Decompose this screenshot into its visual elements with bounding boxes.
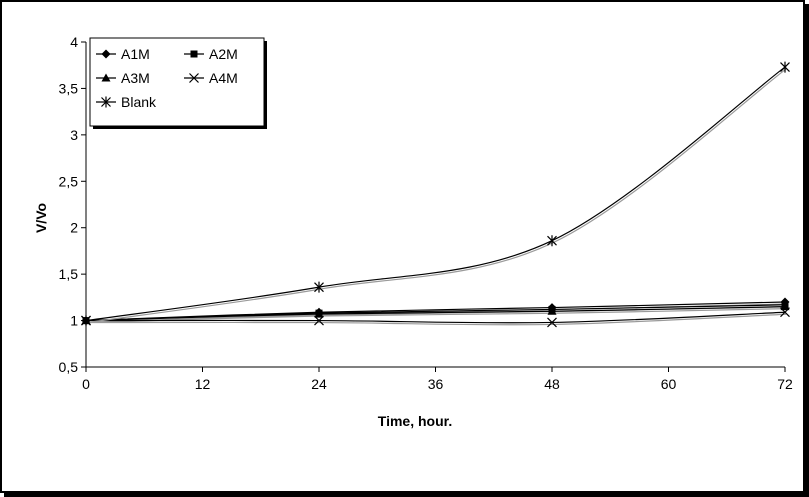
legend-item-blank: Blank	[96, 94, 157, 110]
triangle-marker-shape	[780, 302, 790, 311]
legend-box	[89, 37, 265, 127]
data-point-a3m	[780, 302, 790, 311]
data-point-a4m	[314, 315, 324, 326]
series-markers	[81, 61, 790, 328]
data-point-blank	[547, 235, 557, 247]
legend-marker-a4m	[189, 73, 199, 83]
legend-label-a3m: A3M	[121, 70, 150, 86]
diamond-marker-shape	[101, 49, 111, 59]
legend-item-a2m: A2M	[184, 46, 238, 62]
y-tick-label: 3,5	[59, 80, 79, 96]
legend-label-a1m: A1M	[121, 46, 150, 62]
series-line-shadow-a3m	[86, 308, 787, 324]
x-tick-label: 24	[311, 376, 327, 392]
x-tick-label: 60	[661, 376, 677, 392]
star-marker-shape	[101, 96, 111, 108]
legend-marker-a1m	[101, 49, 111, 59]
data-point-a4m	[780, 307, 790, 318]
data-point-blank	[314, 281, 324, 293]
x-marker-shape	[547, 317, 557, 328]
series-line-shadow-blank	[86, 68, 787, 324]
triangle-marker-shape	[101, 73, 111, 82]
x-tick-label: 12	[195, 376, 211, 392]
legend-label-a4m: A4M	[209, 70, 238, 86]
series-line-a3m	[85, 306, 786, 322]
y-axis-title: V/Vo	[33, 203, 49, 233]
triangle-marker-shape	[314, 309, 324, 318]
legend-label-blank: Blank	[121, 94, 157, 110]
legend-marker-blank	[101, 96, 111, 108]
y-tick-label: 3	[70, 127, 78, 143]
x-tick-label: 0	[82, 376, 90, 392]
x-tick-label: 48	[544, 376, 560, 392]
legend-item-a1m: A1M	[96, 46, 150, 62]
legend-marker-a3m	[101, 73, 111, 82]
data-point-a4m	[547, 317, 557, 328]
x-marker-shape	[189, 73, 199, 83]
y-tick-label: 4	[70, 34, 78, 50]
x-tick-label: 36	[428, 376, 444, 392]
x-marker-shape	[314, 315, 324, 326]
legend-marker-a2m	[190, 50, 198, 58]
legend-label-a2m: A2M	[209, 46, 238, 62]
legend-item-a4m: A4M	[184, 70, 238, 86]
axes: 0,5 1 1,5 2 2,5 3 3,5 4 0 12 24 36 48 60 72	[59, 34, 793, 392]
y-tick-label: 0,5	[59, 359, 79, 375]
data-point-a3m	[547, 306, 557, 315]
legend-item-a3m: A3M	[96, 70, 150, 86]
x-marker-shape	[780, 307, 790, 318]
y-tick-label: 2	[70, 220, 78, 236]
star-marker-shape	[780, 61, 790, 73]
y-tick-label: 2,5	[59, 173, 79, 189]
square-marker-shape	[190, 50, 198, 58]
x-axis-title: Time, hour.	[378, 413, 452, 429]
y-tick-label: 1,5	[59, 266, 79, 282]
data-point-blank	[81, 315, 91, 327]
data-point-blank	[780, 61, 790, 73]
legend: A1M A2M A3M A4M Blank	[89, 37, 267, 129]
series-line-shadow-a4m	[86, 313, 787, 326]
series-line-a4m	[85, 311, 786, 324]
triangle-marker-shape	[547, 306, 557, 315]
star-marker-shape	[314, 281, 324, 293]
series-lines	[85, 66, 787, 326]
star-marker-shape	[547, 235, 557, 247]
series-line-blank	[85, 66, 786, 322]
x-tick-label: 72	[777, 376, 793, 392]
star-marker-shape	[81, 315, 91, 327]
y-tick-label: 1	[70, 313, 78, 329]
data-point-a3m	[314, 309, 324, 318]
